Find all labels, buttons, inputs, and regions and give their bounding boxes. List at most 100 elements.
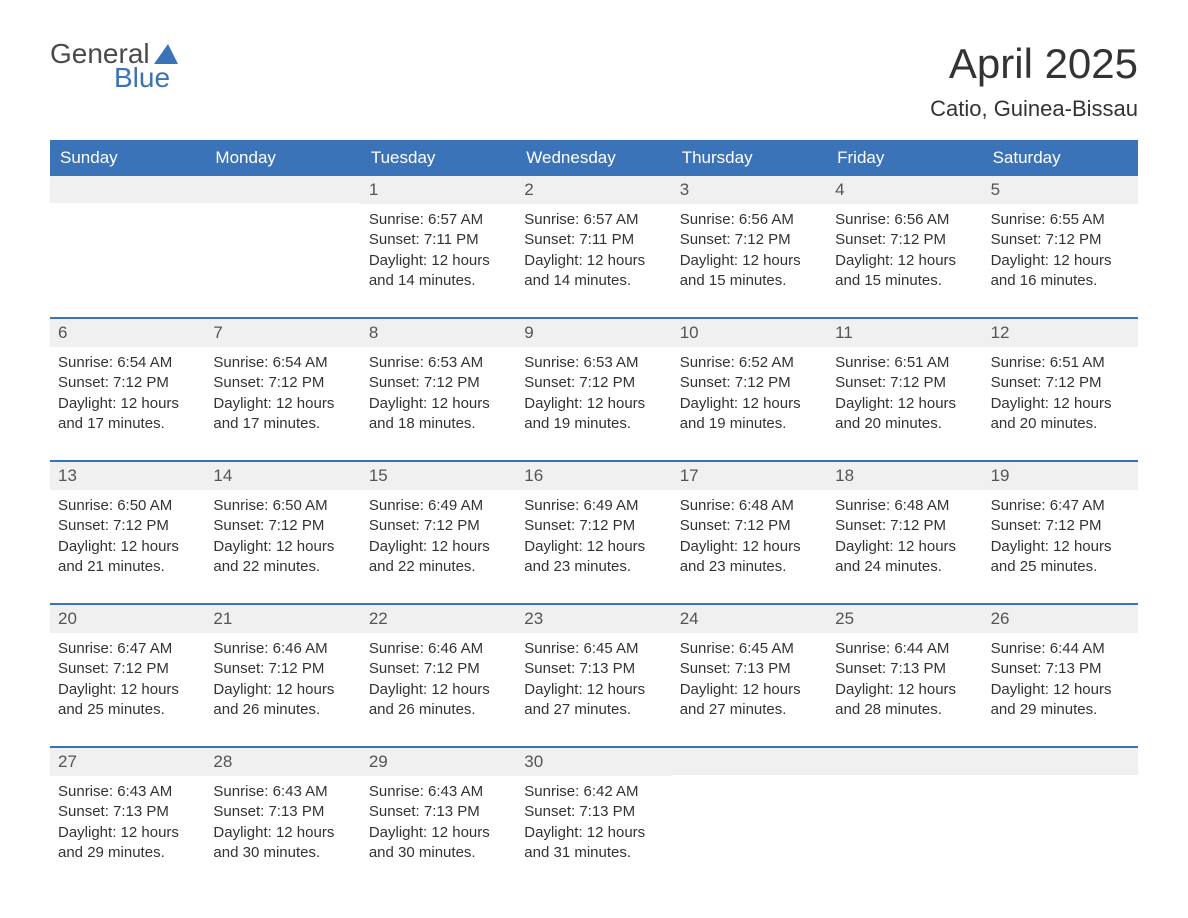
day-body: Sunrise: 6:51 AMSunset: 7:12 PMDaylight:… bbox=[983, 347, 1138, 438]
day-body: Sunrise: 6:49 AMSunset: 7:12 PMDaylight:… bbox=[361, 490, 516, 581]
brand-word-2: Blue bbox=[114, 64, 170, 92]
sunrise-line: Sunrise: 6:50 AM bbox=[213, 496, 352, 516]
sunset-line: Sunset: 7:13 PM bbox=[991, 659, 1130, 679]
daylight-line: Daylight: 12 hours and 22 minutes. bbox=[369, 537, 508, 578]
brand-logo: General Blue bbox=[50, 40, 178, 92]
sunrise-line: Sunrise: 6:49 AM bbox=[369, 496, 508, 516]
daylight-line: Daylight: 12 hours and 23 minutes. bbox=[524, 537, 663, 578]
calendar-cell: 11Sunrise: 6:51 AMSunset: 7:12 PMDayligh… bbox=[827, 319, 982, 438]
day-number: 1 bbox=[361, 176, 516, 204]
calendar-cell: 5Sunrise: 6:55 AMSunset: 7:12 PMDaylight… bbox=[983, 176, 1138, 295]
dow-header: Saturday bbox=[983, 140, 1138, 176]
sunrise-line: Sunrise: 6:47 AM bbox=[991, 496, 1130, 516]
day-body: Sunrise: 6:48 AMSunset: 7:12 PMDaylight:… bbox=[827, 490, 982, 581]
calendar-cell: 26Sunrise: 6:44 AMSunset: 7:13 PMDayligh… bbox=[983, 605, 1138, 724]
day-number: 16 bbox=[516, 462, 671, 490]
daylight-line: Daylight: 12 hours and 15 minutes. bbox=[680, 251, 819, 292]
daylight-line: Daylight: 12 hours and 23 minutes. bbox=[680, 537, 819, 578]
calendar-cell: 16Sunrise: 6:49 AMSunset: 7:12 PMDayligh… bbox=[516, 462, 671, 581]
daylight-line: Daylight: 12 hours and 27 minutes. bbox=[524, 680, 663, 721]
daylight-line: Daylight: 12 hours and 24 minutes. bbox=[835, 537, 974, 578]
sunrise-line: Sunrise: 6:43 AM bbox=[369, 782, 508, 802]
day-body: Sunrise: 6:55 AMSunset: 7:12 PMDaylight:… bbox=[983, 204, 1138, 295]
calendar-cell: 27Sunrise: 6:43 AMSunset: 7:13 PMDayligh… bbox=[50, 748, 205, 867]
location-label: Catio, Guinea-Bissau bbox=[930, 96, 1138, 122]
day-body: Sunrise: 6:56 AMSunset: 7:12 PMDaylight:… bbox=[827, 204, 982, 295]
sail-icon bbox=[154, 44, 178, 64]
daylight-line: Daylight: 12 hours and 25 minutes. bbox=[58, 680, 197, 721]
day-body: Sunrise: 6:44 AMSunset: 7:13 PMDaylight:… bbox=[827, 633, 982, 724]
day-body: Sunrise: 6:57 AMSunset: 7:11 PMDaylight:… bbox=[516, 204, 671, 295]
calendar-cell: 29Sunrise: 6:43 AMSunset: 7:13 PMDayligh… bbox=[361, 748, 516, 867]
sunset-line: Sunset: 7:12 PM bbox=[58, 516, 197, 536]
sunset-line: Sunset: 7:12 PM bbox=[369, 659, 508, 679]
day-number-empty bbox=[672, 748, 827, 775]
calendar-cell bbox=[50, 176, 205, 295]
sunset-line: Sunset: 7:13 PM bbox=[369, 802, 508, 822]
calendar-cell: 30Sunrise: 6:42 AMSunset: 7:13 PMDayligh… bbox=[516, 748, 671, 867]
daylight-line: Daylight: 12 hours and 21 minutes. bbox=[58, 537, 197, 578]
calendar-cell: 28Sunrise: 6:43 AMSunset: 7:13 PMDayligh… bbox=[205, 748, 360, 867]
calendar-cell: 24Sunrise: 6:45 AMSunset: 7:13 PMDayligh… bbox=[672, 605, 827, 724]
sunset-line: Sunset: 7:13 PM bbox=[835, 659, 974, 679]
month-title: April 2025 bbox=[930, 40, 1138, 88]
day-body: Sunrise: 6:47 AMSunset: 7:12 PMDaylight:… bbox=[50, 633, 205, 724]
day-number-empty bbox=[205, 176, 360, 203]
day-body: Sunrise: 6:42 AMSunset: 7:13 PMDaylight:… bbox=[516, 776, 671, 867]
day-body: Sunrise: 6:50 AMSunset: 7:12 PMDaylight:… bbox=[205, 490, 360, 581]
daylight-line: Daylight: 12 hours and 14 minutes. bbox=[369, 251, 508, 292]
day-number: 13 bbox=[50, 462, 205, 490]
day-number: 19 bbox=[983, 462, 1138, 490]
day-number: 18 bbox=[827, 462, 982, 490]
sunset-line: Sunset: 7:12 PM bbox=[524, 373, 663, 393]
daylight-line: Daylight: 12 hours and 31 minutes. bbox=[524, 823, 663, 864]
day-body: Sunrise: 6:45 AMSunset: 7:13 PMDaylight:… bbox=[672, 633, 827, 724]
daylight-line: Daylight: 12 hours and 17 minutes. bbox=[213, 394, 352, 435]
day-number: 28 bbox=[205, 748, 360, 776]
calendar-cell: 8Sunrise: 6:53 AMSunset: 7:12 PMDaylight… bbox=[361, 319, 516, 438]
calendar-cell: 13Sunrise: 6:50 AMSunset: 7:12 PMDayligh… bbox=[50, 462, 205, 581]
day-number: 4 bbox=[827, 176, 982, 204]
sunrise-line: Sunrise: 6:45 AM bbox=[524, 639, 663, 659]
day-number: 14 bbox=[205, 462, 360, 490]
daylight-line: Daylight: 12 hours and 26 minutes. bbox=[213, 680, 352, 721]
day-number: 26 bbox=[983, 605, 1138, 633]
sunrise-line: Sunrise: 6:52 AM bbox=[680, 353, 819, 373]
day-body: Sunrise: 6:56 AMSunset: 7:12 PMDaylight:… bbox=[672, 204, 827, 295]
day-number: 27 bbox=[50, 748, 205, 776]
sunrise-line: Sunrise: 6:43 AM bbox=[213, 782, 352, 802]
daylight-line: Daylight: 12 hours and 19 minutes. bbox=[524, 394, 663, 435]
sunrise-line: Sunrise: 6:54 AM bbox=[58, 353, 197, 373]
sunset-line: Sunset: 7:12 PM bbox=[835, 516, 974, 536]
sunrise-line: Sunrise: 6:54 AM bbox=[213, 353, 352, 373]
sunset-line: Sunset: 7:12 PM bbox=[991, 230, 1130, 250]
daylight-line: Daylight: 12 hours and 18 minutes. bbox=[369, 394, 508, 435]
calendar-cell: 21Sunrise: 6:46 AMSunset: 7:12 PMDayligh… bbox=[205, 605, 360, 724]
calendar-cell: 18Sunrise: 6:48 AMSunset: 7:12 PMDayligh… bbox=[827, 462, 982, 581]
day-number: 6 bbox=[50, 319, 205, 347]
day-number: 9 bbox=[516, 319, 671, 347]
day-number: 12 bbox=[983, 319, 1138, 347]
day-body: Sunrise: 6:46 AMSunset: 7:12 PMDaylight:… bbox=[205, 633, 360, 724]
day-body: Sunrise: 6:43 AMSunset: 7:13 PMDaylight:… bbox=[50, 776, 205, 867]
day-number: 21 bbox=[205, 605, 360, 633]
day-body: Sunrise: 6:49 AMSunset: 7:12 PMDaylight:… bbox=[516, 490, 671, 581]
day-number: 30 bbox=[516, 748, 671, 776]
calendar-cell: 22Sunrise: 6:46 AMSunset: 7:12 PMDayligh… bbox=[361, 605, 516, 724]
day-number: 2 bbox=[516, 176, 671, 204]
calendar-cell: 12Sunrise: 6:51 AMSunset: 7:12 PMDayligh… bbox=[983, 319, 1138, 438]
sunset-line: Sunset: 7:12 PM bbox=[213, 659, 352, 679]
daylight-line: Daylight: 12 hours and 29 minutes. bbox=[991, 680, 1130, 721]
daylight-line: Daylight: 12 hours and 14 minutes. bbox=[524, 251, 663, 292]
sunrise-line: Sunrise: 6:48 AM bbox=[680, 496, 819, 516]
daylight-line: Daylight: 12 hours and 20 minutes. bbox=[835, 394, 974, 435]
day-number-empty bbox=[983, 748, 1138, 775]
calendar-cell: 6Sunrise: 6:54 AMSunset: 7:12 PMDaylight… bbox=[50, 319, 205, 438]
dow-header: Tuesday bbox=[361, 140, 516, 176]
sunrise-line: Sunrise: 6:56 AM bbox=[835, 210, 974, 230]
dow-header: Monday bbox=[205, 140, 360, 176]
daylight-line: Daylight: 12 hours and 27 minutes. bbox=[680, 680, 819, 721]
daylight-line: Daylight: 12 hours and 16 minutes. bbox=[991, 251, 1130, 292]
calendar-grid: SundayMondayTuesdayWednesdayThursdayFrid… bbox=[50, 140, 1138, 867]
sunrise-line: Sunrise: 6:57 AM bbox=[369, 210, 508, 230]
